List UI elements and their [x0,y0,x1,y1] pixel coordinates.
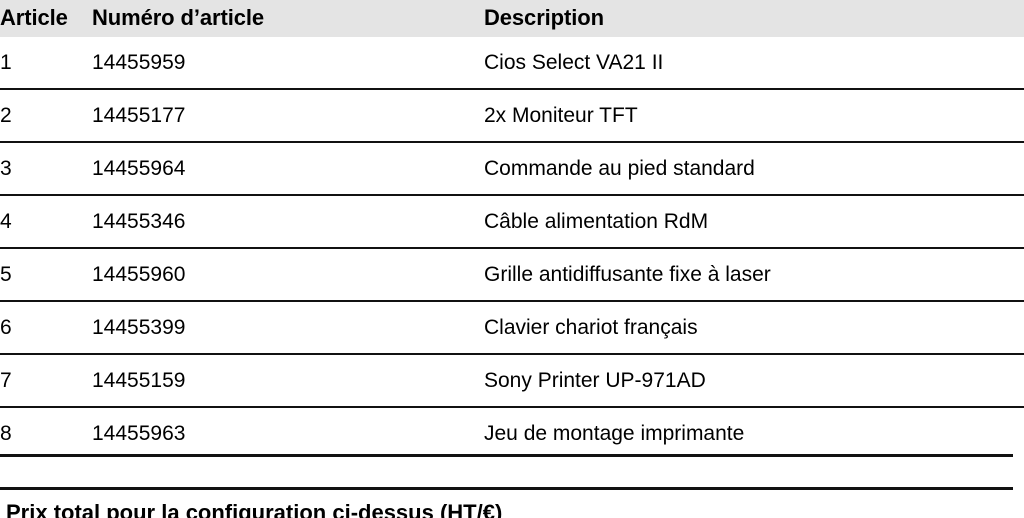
cell-description: Sony Printer UP-971AD [484,353,1024,407]
cell-number: 14455959 [92,37,484,89]
cell-number: 14455963 [92,406,484,459]
column-header-description: Description [484,0,1024,37]
footing-top-rule [0,487,1013,490]
cell-description: Clavier chariot français [484,300,1024,354]
table-row: 3 14455964 Commande au pied standard [0,141,1024,195]
cell-article: 3 [0,141,92,195]
cell-number: 14455399 [92,300,484,354]
table-row: 6 14455399 Clavier chariot français [0,300,1024,354]
cell-number: 14455964 [92,141,484,195]
table-row: 4 14455346 Câble alimentation RdM [0,194,1024,248]
table-bottom-rule [0,454,1013,457]
table-row: 8 14455963 Jeu de montage imprimante [0,406,1024,459]
table-row: 1 14455959 Cios Select VA21 II [0,37,1024,89]
cell-description: Câble alimentation RdM [484,194,1024,248]
cell-description: Commande au pied standard [484,141,1024,195]
cell-article: 7 [0,353,92,407]
cell-article: 1 [0,37,92,89]
cell-article: 4 [0,194,92,248]
table-row: 7 14455159 Sony Printer UP-971AD [0,353,1024,407]
table-header: Article Numéro d’article Description [0,0,1024,37]
cell-description: 2x Moniteur TFT [484,88,1024,142]
column-header-article: Article [0,0,92,37]
cell-description: Jeu de montage imprimante [484,406,1024,459]
table-row: 2 14455177 2x Moniteur TFT [0,88,1024,142]
table-header-row: Article Numéro d’article Description [0,0,1024,37]
cell-number: 14455346 [92,194,484,248]
cell-article: 5 [0,247,92,301]
footing-heading: Prix total pour la configuration ci-dess… [6,502,503,518]
cell-number: 14455177 [92,88,484,142]
cell-description: Grille antidiffusante fixe à laser [484,247,1024,301]
cell-article: 6 [0,300,92,354]
cell-article: 8 [0,406,92,459]
table-body: 1 14455959 Cios Select VA21 II 2 1445517… [0,37,1024,459]
table-row: 5 14455960 Grille antidiffusante fixe à … [0,247,1024,301]
cell-number: 14455159 [92,353,484,407]
article-table: Article Numéro d’article Description 1 1… [0,0,1024,459]
cell-number: 14455960 [92,247,484,301]
footing-section: Prix total pour la configuration ci-dess… [6,502,1006,518]
column-header-number: Numéro d’article [92,0,484,37]
cell-article: 2 [0,88,92,142]
cell-description: Cios Select VA21 II [484,37,1024,89]
